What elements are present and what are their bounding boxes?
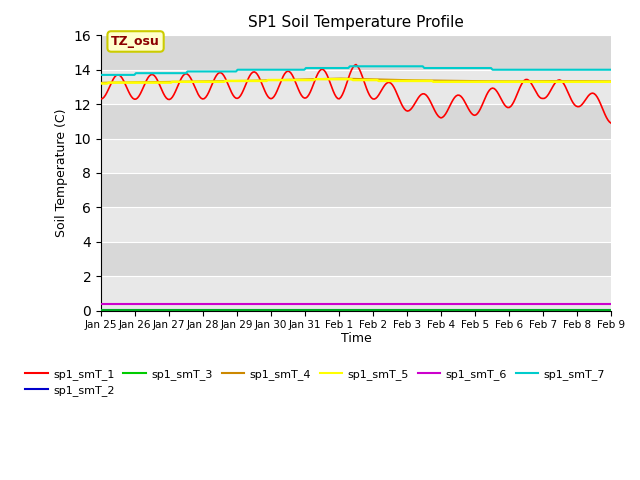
sp1_smT_3 (486, 307, 493, 313)
Title: SP1 Soil Temperature Profile: SP1 Soil Temperature Profile (248, 15, 464, 30)
sp1_smT_5 (108, 80, 115, 85)
sp1_smT_4 (97, 80, 105, 85)
sp1_smT_6 (607, 301, 615, 307)
sp1_smT_5 (487, 79, 495, 84)
X-axis label: Time: Time (340, 332, 371, 345)
Bar (101, 173, 611, 207)
sp1_smT_3 (607, 307, 615, 313)
sp1_smT_3 (108, 307, 115, 313)
sp1_smT_5 (255, 78, 262, 84)
sp1_smT_2 (496, 307, 504, 312)
sp1_smT_2 (502, 307, 510, 312)
sp1_smT_1 (498, 97, 506, 103)
Bar (101, 242, 611, 276)
Line: sp1_smT_5: sp1_smT_5 (101, 79, 611, 84)
Bar (101, 207, 611, 242)
sp1_smT_4 (498, 78, 506, 84)
Bar (101, 276, 611, 311)
sp1_smT_2 (255, 307, 262, 312)
sp1_smT_3 (97, 307, 105, 313)
sp1_smT_5 (380, 78, 387, 84)
sp1_smT_1 (380, 84, 387, 90)
sp1_smT_6 (255, 301, 262, 307)
sp1_smT_2 (607, 307, 615, 312)
sp1_smT_7 (607, 67, 615, 72)
sp1_smT_7 (504, 67, 511, 72)
sp1_smT_4 (255, 77, 262, 83)
sp1_smT_5 (311, 76, 319, 82)
sp1_smT_5 (504, 79, 511, 84)
sp1_smT_2 (486, 307, 493, 312)
sp1_smT_6 (496, 301, 504, 307)
Y-axis label: Soil Temperature (C): Soil Temperature (C) (55, 108, 68, 237)
sp1_smT_1 (255, 74, 262, 80)
sp1_smT_6 (486, 301, 493, 307)
sp1_smT_1 (504, 105, 511, 110)
sp1_smT_7 (97, 72, 105, 78)
Line: sp1_smT_1: sp1_smT_1 (101, 65, 611, 123)
sp1_smT_7 (487, 65, 495, 71)
sp1_smT_4 (108, 80, 115, 85)
sp1_smT_1 (108, 79, 115, 85)
sp1_smT_4 (504, 78, 511, 84)
sp1_smT_1 (352, 62, 360, 68)
Bar (101, 70, 611, 104)
sp1_smT_5 (498, 79, 506, 84)
Bar (101, 139, 611, 173)
sp1_smT_4 (380, 77, 387, 83)
sp1_smT_3 (255, 307, 262, 313)
sp1_smT_2 (378, 307, 386, 312)
Line: sp1_smT_4: sp1_smT_4 (101, 78, 611, 83)
sp1_smT_3 (378, 307, 386, 313)
sp1_smT_6 (502, 301, 510, 307)
sp1_smT_3 (502, 307, 510, 313)
sp1_smT_7 (255, 67, 262, 72)
sp1_smT_3 (496, 307, 504, 313)
sp1_smT_6 (97, 301, 105, 307)
Line: sp1_smT_7: sp1_smT_7 (101, 66, 611, 75)
sp1_smT_5 (607, 79, 615, 84)
sp1_smT_4 (335, 75, 343, 81)
sp1_smT_1 (607, 120, 615, 126)
sp1_smT_7 (380, 63, 387, 69)
Text: TZ_osu: TZ_osu (111, 35, 160, 48)
sp1_smT_6 (108, 301, 115, 307)
sp1_smT_7 (498, 67, 506, 72)
sp1_smT_1 (97, 96, 105, 102)
sp1_smT_7 (346, 63, 354, 69)
Legend: sp1_smT_1, sp1_smT_2, sp1_smT_3, sp1_smT_4, sp1_smT_5, sp1_smT_6, sp1_smT_7: sp1_smT_1, sp1_smT_2, sp1_smT_3, sp1_smT… (21, 364, 609, 400)
Bar (101, 36, 611, 70)
sp1_smT_4 (487, 78, 495, 84)
sp1_smT_7 (108, 72, 115, 78)
sp1_smT_6 (378, 301, 386, 307)
sp1_smT_5 (97, 81, 105, 86)
sp1_smT_2 (108, 307, 115, 312)
Bar (101, 104, 611, 139)
sp1_smT_4 (607, 78, 615, 84)
sp1_smT_2 (97, 307, 105, 312)
sp1_smT_1 (487, 86, 495, 92)
